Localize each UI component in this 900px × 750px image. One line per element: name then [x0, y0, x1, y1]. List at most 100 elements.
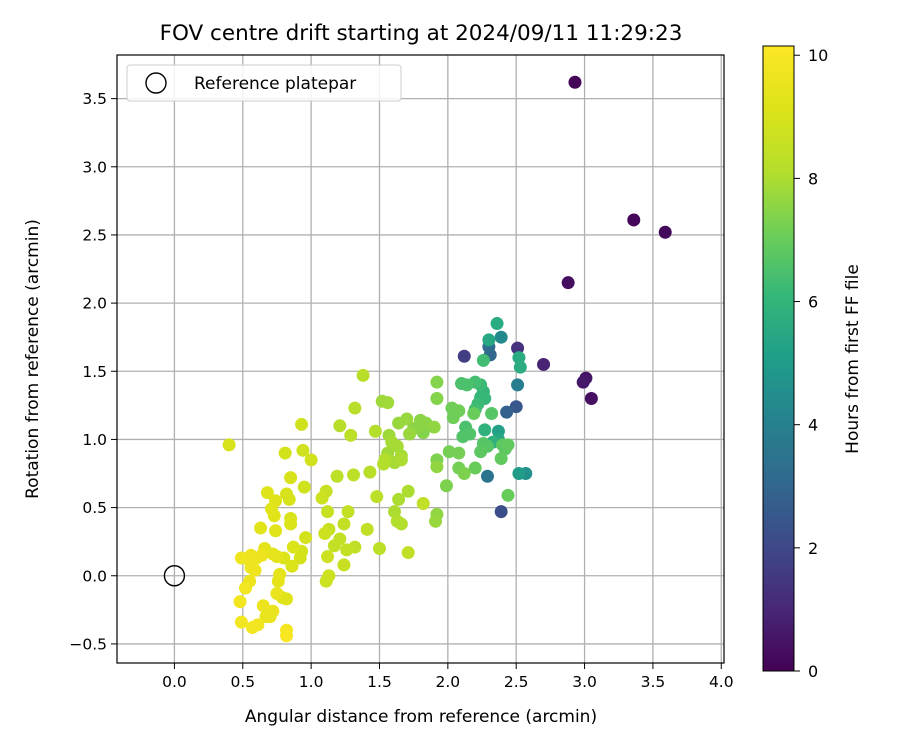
- data-point: [372, 541, 386, 555]
- data-point: [254, 521, 268, 535]
- data-point: [480, 469, 494, 483]
- data-point: [512, 467, 526, 481]
- data-point: [568, 75, 582, 89]
- data-point: [233, 595, 247, 609]
- x-tick-label: 1.5: [367, 673, 392, 691]
- data-point: [375, 394, 389, 408]
- data-point: [463, 427, 477, 441]
- data-point: [278, 446, 292, 460]
- data-point: [267, 509, 281, 523]
- data-point: [348, 401, 362, 415]
- data-point: [360, 522, 374, 536]
- data-point: [321, 505, 335, 519]
- colorbar-tick-label: 2: [808, 539, 818, 558]
- colorbar-gradient: [762, 45, 795, 672]
- x-axis-ticks: 0.0 0.5 1.0 1.5 2.0 2.5 3.0 3.5 4.0: [162, 663, 734, 691]
- x-tick-label: 0.5: [230, 673, 255, 691]
- data-point: [333, 419, 347, 433]
- data-point: [478, 423, 492, 437]
- data-point: [430, 460, 444, 474]
- data-point: [270, 550, 284, 564]
- data-point: [494, 330, 508, 344]
- data-point: [430, 392, 444, 406]
- data-point: [584, 392, 598, 406]
- legend: Reference platepar: [126, 64, 402, 102]
- data-point: [427, 420, 441, 434]
- data-point: [356, 368, 370, 382]
- data-point: [280, 592, 294, 606]
- data-point: [377, 457, 391, 471]
- data-point: [296, 443, 310, 457]
- data-point: [658, 225, 672, 239]
- colorbar-tick-label: 0: [808, 662, 818, 681]
- data-point: [511, 378, 525, 392]
- colorbar-ticks: 0 2 4 6 8 10: [794, 46, 828, 681]
- data-point: [337, 558, 351, 572]
- scatter-points: [222, 75, 672, 643]
- data-point: [485, 407, 499, 421]
- x-tick-label: 4.0: [709, 673, 734, 691]
- data-point: [363, 465, 377, 479]
- data-point: [429, 514, 443, 528]
- data-point: [286, 540, 300, 554]
- colorbar-tick-label: 10: [808, 46, 828, 65]
- y-tick-label: 0.5: [82, 499, 107, 517]
- y-tick-label: 2.5: [82, 226, 107, 244]
- data-point: [321, 550, 335, 564]
- x-tick-label: 3.5: [641, 673, 666, 691]
- data-point: [452, 446, 466, 460]
- data-point: [337, 517, 351, 531]
- data-point: [285, 559, 299, 573]
- y-axis-label: Rotation from reference (arcmin): [23, 219, 43, 499]
- y-axis-ticks: −0.5 0.0 0.5 1.0 1.5 2.0 2.5 3.0 3.5: [69, 90, 117, 653]
- colorbar-label: Hours from first FF file: [843, 264, 863, 454]
- data-point: [446, 411, 460, 425]
- data-point: [304, 453, 318, 467]
- grid-lines: [117, 55, 724, 663]
- data-point: [511, 341, 525, 355]
- legend-entry-label: Reference platepar: [194, 74, 356, 94]
- data-point: [299, 531, 313, 545]
- data-point: [259, 610, 273, 624]
- x-tick-label: 1.0: [299, 673, 324, 691]
- data-point: [385, 435, 399, 449]
- y-tick-label: 1.5: [82, 363, 107, 381]
- x-tick-label: 0.0: [162, 673, 187, 691]
- y-tick-label: 2.0: [82, 295, 107, 313]
- data-point: [347, 468, 361, 482]
- data-point: [513, 360, 527, 374]
- data-point: [403, 427, 417, 441]
- data-point: [280, 629, 294, 643]
- colorbar: 0 2 4 6 8 10 Hours from first FF file: [762, 45, 863, 681]
- data-point: [457, 467, 471, 481]
- y-tick-label: 3.0: [82, 158, 107, 176]
- colorbar-tick-label: 8: [808, 169, 818, 188]
- data-point: [401, 546, 415, 560]
- data-point: [260, 486, 274, 500]
- data-point: [394, 517, 408, 531]
- data-point: [500, 405, 514, 419]
- data-point: [319, 574, 333, 588]
- data-point: [269, 524, 283, 538]
- data-point: [234, 551, 248, 565]
- data-point: [490, 317, 504, 331]
- data-point: [501, 488, 515, 502]
- data-point: [401, 484, 415, 498]
- data-point: [271, 574, 285, 588]
- data-point: [248, 563, 262, 577]
- data-point: [340, 543, 354, 557]
- data-point: [239, 581, 253, 595]
- data-point: [416, 497, 430, 511]
- data-point: [282, 492, 296, 506]
- data-point: [293, 551, 307, 565]
- data-point: [476, 353, 490, 367]
- colorbar-tick-label: 6: [808, 293, 818, 312]
- legend-box: [126, 64, 402, 102]
- data-point: [295, 417, 309, 431]
- data-point: [455, 377, 469, 391]
- data-point: [341, 505, 355, 519]
- y-tick-label: −0.5: [69, 635, 107, 653]
- data-point: [222, 438, 236, 452]
- plot-frame: [116, 54, 725, 664]
